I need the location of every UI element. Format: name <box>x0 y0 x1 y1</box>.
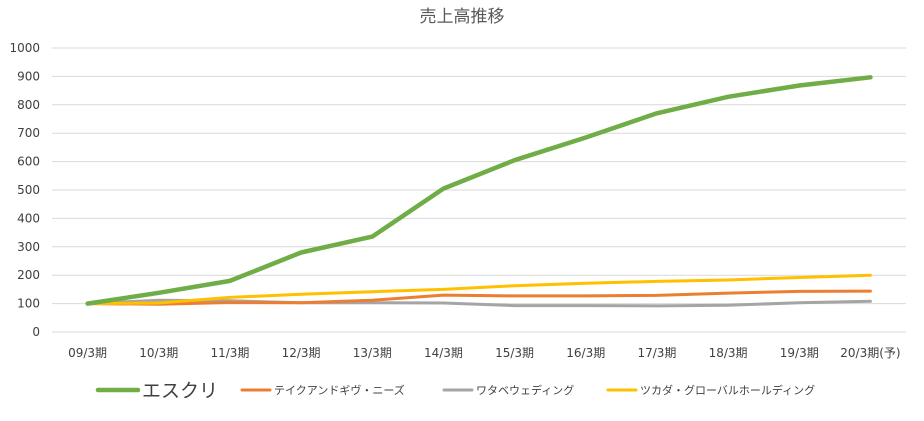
legend-label: テイクアンドギヴ・ニーズ <box>274 383 405 397</box>
x-tick-label: 14/3期 <box>424 346 463 360</box>
series-line-0 <box>85 75 873 306</box>
legend-label: エスクリ <box>142 380 218 402</box>
series-line-2 <box>86 298 872 308</box>
legend-label: ツカダ・グローバルホールディング <box>640 383 815 397</box>
x-tick-label: 15/3期 <box>495 346 534 360</box>
x-tick-label: 18/3期 <box>709 346 748 360</box>
y-tick-label: 300 <box>17 240 40 254</box>
x-tick-label: 17/3期 <box>637 346 676 360</box>
y-tick-label: 200 <box>17 268 40 282</box>
y-tick-label: 400 <box>17 211 40 225</box>
x-tick-label: 20/3期(予) <box>840 346 900 360</box>
y-tick-label: 600 <box>17 155 40 169</box>
x-tick-label: 16/3期 <box>566 346 605 360</box>
y-axis-ticks: 0 100 200 300 400 500 600 700 800 900 1000 <box>9 41 40 339</box>
x-tick-label: 10/3期 <box>139 346 178 360</box>
x-axis-ticks: 09/3期 10/3期 11/3期 12/3期 13/3期 14/3期 15/3期 16/3期… <box>68 346 900 360</box>
y-tick-label: 100 <box>17 297 40 311</box>
chart-title: 売上高推移 <box>420 7 505 27</box>
y-tick-label: 900 <box>17 69 40 83</box>
y-tick-label: 700 <box>17 126 40 140</box>
y-tick-label: 800 <box>17 98 40 112</box>
series-line-1 <box>86 289 872 306</box>
series-line-3 <box>86 273 872 306</box>
y-tick-label: 0 <box>32 325 40 339</box>
y-tick-label: 500 <box>17 183 40 197</box>
x-tick-label: 19/3期 <box>780 346 819 360</box>
x-tick-label: 11/3期 <box>210 346 249 360</box>
x-tick-label: 09/3期 <box>68 346 107 360</box>
series-lines <box>85 75 873 308</box>
x-tick-label: 12/3期 <box>282 346 321 360</box>
legend-label: ワタベウェディング <box>476 383 574 397</box>
y-tick-label: 1000 <box>9 41 40 55</box>
x-tick-label: 13/3期 <box>353 346 392 360</box>
legend: エスクリ テイクアンドギヴ・ニーズ ワタベウェディング ツカダ・グローバルホールディン… <box>95 380 815 402</box>
